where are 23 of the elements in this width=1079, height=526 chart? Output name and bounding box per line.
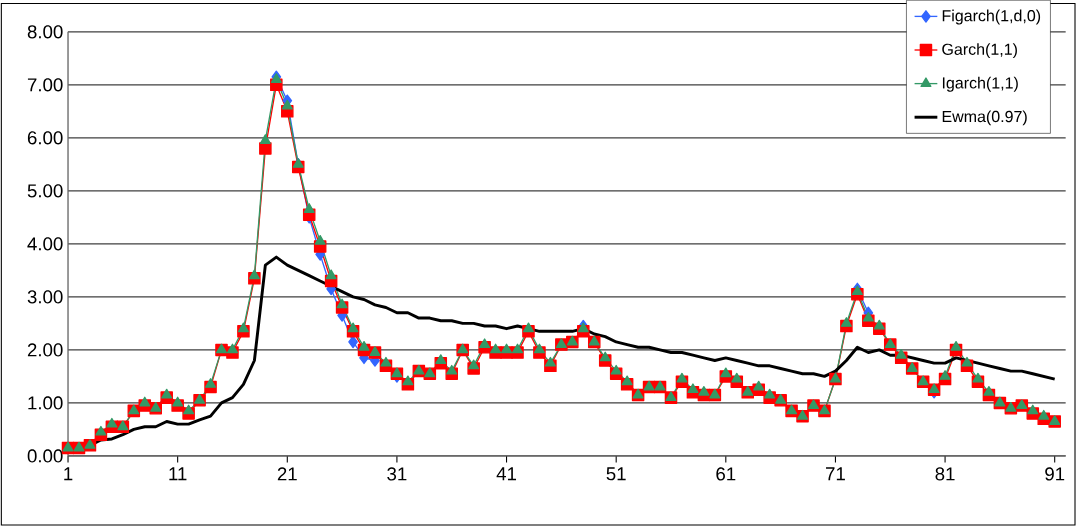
x-tick-label: 21 <box>277 467 297 481</box>
legend-label: Ewma(0.97) <box>942 110 1027 126</box>
x-tick-label: 51 <box>606 467 626 481</box>
legend-label: Igarch(1,1) <box>942 76 1018 92</box>
x-tick-label: 11 <box>169 467 187 481</box>
y-tick-label: 1.00 <box>28 396 63 410</box>
y-tick-label: 2.00 <box>27 343 63 357</box>
x-tick-label: 71 <box>826 467 845 481</box>
legend-label: Figarch(1,d,0) <box>942 9 1041 25</box>
y-tick-label: 4.00 <box>27 237 63 251</box>
y-tick-label: 7.00 <box>27 78 63 92</box>
x-tick-label: 91 <box>1045 467 1065 481</box>
y-tick-label: 5.00 <box>27 184 63 198</box>
x-tick-label: 41 <box>496 467 517 481</box>
legend-label: Garch(1,1) <box>942 43 1017 58</box>
x-tick-label: 81 <box>935 467 955 481</box>
y-tick-label: 0.00 <box>27 449 63 463</box>
x-tick-label: 31 <box>387 467 407 481</box>
x-tick-label: 1 <box>64 467 73 481</box>
y-tick-label: 8.00 <box>27 25 63 39</box>
x-tick-label: 61 <box>716 467 736 481</box>
y-tick-label: 6.00 <box>27 131 63 145</box>
y-tick-label: 3.00 <box>27 290 63 304</box>
